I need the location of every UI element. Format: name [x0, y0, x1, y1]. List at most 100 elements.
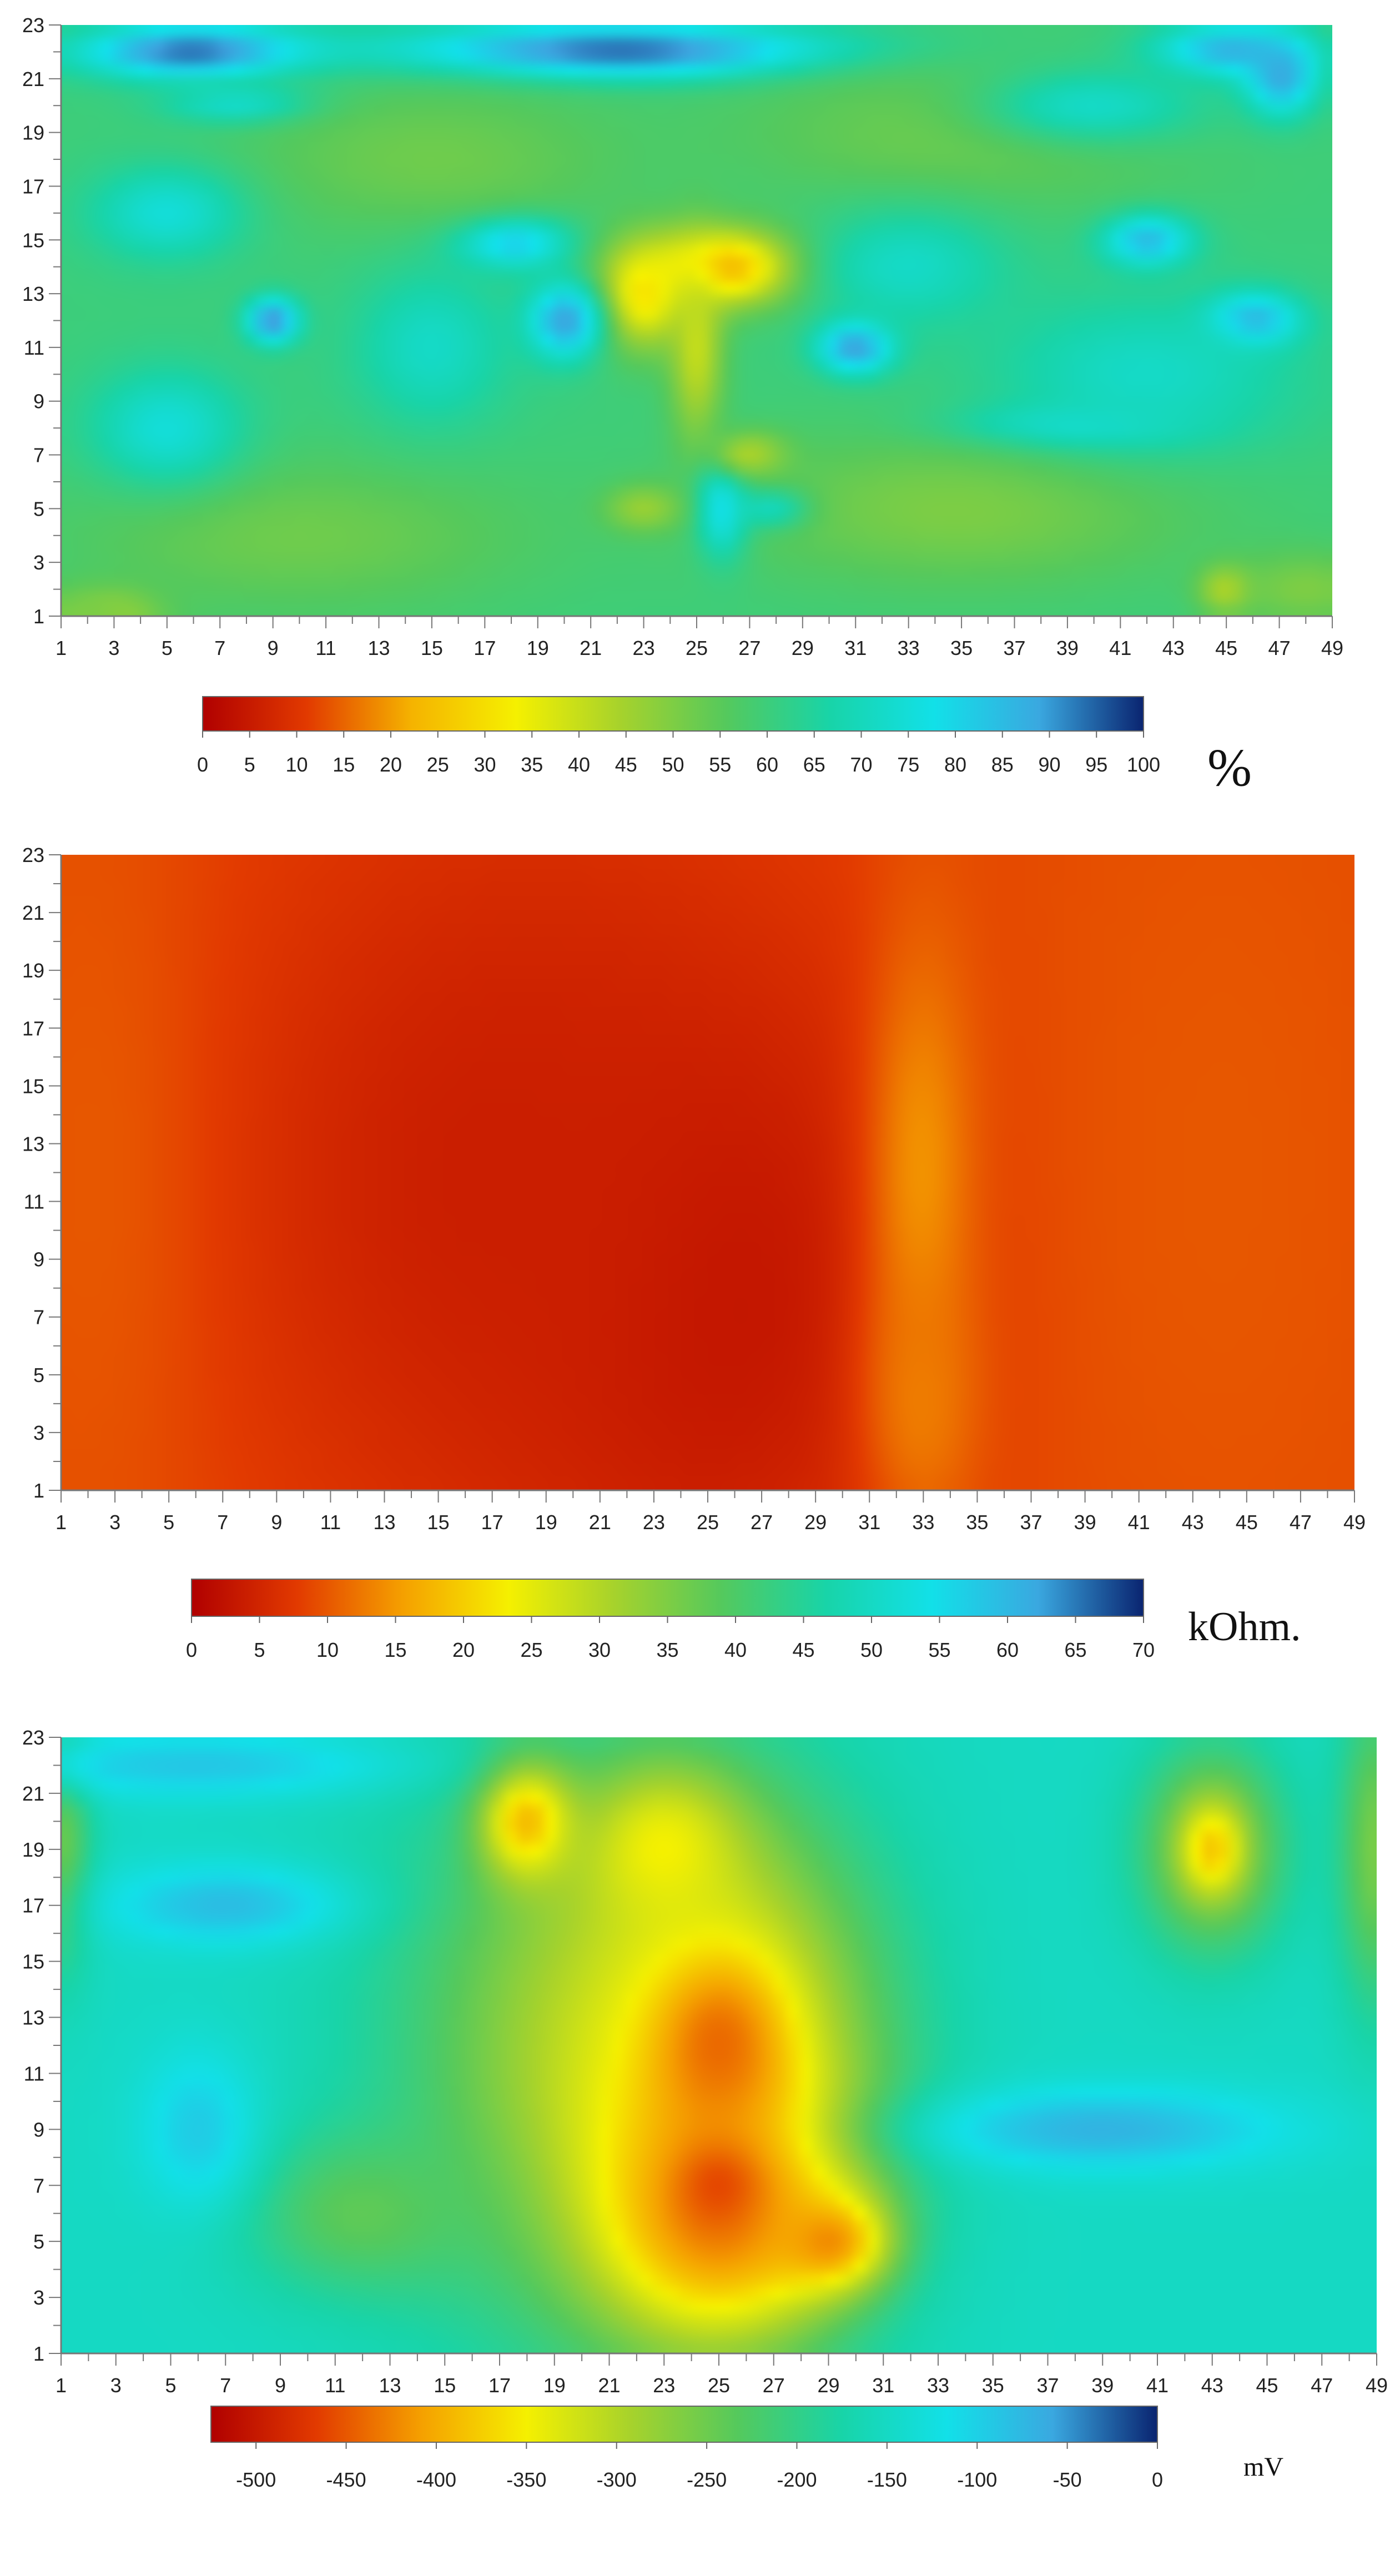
- colorbar-unit-label: mV: [1243, 2452, 1283, 2482]
- x-tick-label: 29: [804, 1511, 827, 1534]
- moisture-heatmap-chart: 1 3 5 7 9 11 13 15 17 19 21 23 25 27 29 31 33 35 37 39 41 43 4…: [22, 14, 1343, 794]
- y-tick-label: 17: [22, 1017, 44, 1040]
- colorbar-tick-label: 75: [897, 753, 919, 776]
- resistance-heatmap-panel: 1 3 5 7 9 11 13 15 17 19 21 23 25 27 29 31 33 35 37 39 41 43 4…: [0, 821, 1395, 1687]
- x-tick-label: 47: [1290, 1511, 1312, 1534]
- x-tick-label: 31: [872, 2374, 894, 2397]
- x-tick-label: 33: [912, 1511, 934, 1534]
- colorbar-tick-label: 35: [656, 1639, 678, 1661]
- y-tick-label: 13: [22, 1132, 44, 1155]
- y-tick-label: 13: [22, 283, 44, 305]
- x-tick-label: 27: [738, 637, 761, 659]
- y-tick-label: 11: [24, 1191, 44, 1213]
- colorbar-tick-label: 50: [860, 1639, 883, 1661]
- x-tick-label: 21: [580, 637, 602, 659]
- colorbar-tick-label: 60: [756, 753, 778, 776]
- heatmap-surface: [61, 855, 1354, 1490]
- x-tick-label: 47: [1268, 637, 1291, 659]
- colorbar-gradient: [210, 2406, 1158, 2443]
- x-tick-label: 11: [315, 637, 336, 659]
- y-tick-label: 15: [22, 1950, 44, 1973]
- axes: 1 3 5 7 9 11 13 15 17 19 21 23 25 27 29 31 33 35 37 39 41 43 4…: [22, 14, 1343, 659]
- x-tick-label: 13: [367, 637, 390, 659]
- colorbar-unit-label: kOhm.: [1188, 1604, 1301, 1650]
- colorbar-gradient: [202, 696, 1144, 732]
- x-tick-label: 49: [1321, 637, 1343, 659]
- colorbar-tick-label: 15: [333, 753, 355, 776]
- x-tick-label: 39: [1074, 1511, 1096, 1534]
- x-tick-label: 19: [527, 637, 549, 659]
- y-tick-label: 21: [22, 1782, 44, 1805]
- colorbar-tick-label: 55: [709, 753, 731, 776]
- x-tick-label: 11: [320, 1511, 341, 1534]
- y-tick-label: 15: [22, 229, 44, 251]
- y-tick-label: 5: [33, 497, 44, 520]
- colorbar-tick-label: -300: [597, 2468, 637, 2491]
- colorbar-tick-label: -200: [777, 2468, 817, 2491]
- colorbar-tick-label: -250: [687, 2468, 727, 2491]
- colorbar-tick-label: -100: [957, 2468, 997, 2491]
- x-tick-label: 39: [1056, 637, 1079, 659]
- x-tick-label: 7: [214, 637, 225, 659]
- y-tick-label: 9: [33, 1248, 44, 1271]
- y-tick-label: 23: [22, 1726, 44, 1749]
- colorbar-tick-label: -500: [236, 2468, 276, 2491]
- x-tick-label: 49: [1366, 2374, 1388, 2397]
- y-tick-label: 1: [33, 605, 44, 628]
- x-tick-label: 19: [535, 1511, 557, 1534]
- y-tick-label: 17: [22, 175, 44, 198]
- x-tick-label: 1: [56, 637, 67, 659]
- x-tick-label: 45: [1256, 2374, 1278, 2397]
- x-tick-label: 1: [56, 1511, 67, 1534]
- x-tick-label: 37: [1020, 1511, 1042, 1534]
- colorbar-tick-label: 90: [1038, 753, 1060, 776]
- colorbar-tick-label: 70: [850, 753, 872, 776]
- heatmap-surface: [61, 1737, 1377, 2353]
- moisture-heatmap-panel: 1 3 5 7 9 11 13 15 17 19 21 23 25 27 29 31 33 35 37 39 41 43 4…: [0, 0, 1395, 794]
- colorbar-tick-label: 80: [944, 753, 966, 776]
- x-tick-label: 25: [708, 2374, 730, 2397]
- x-tick-label: 15: [427, 1511, 450, 1534]
- x-tick-label: 45: [1236, 1511, 1258, 1534]
- x-tick-label: 39: [1091, 2374, 1114, 2397]
- x-tick-label: 27: [751, 1511, 773, 1534]
- colorbar-tick-label: 20: [380, 753, 402, 776]
- x-tick-label: 33: [927, 2374, 949, 2397]
- x-tick-label: 41: [1146, 2374, 1169, 2397]
- colorbar-tick-label: 60: [996, 1639, 1019, 1661]
- colorbar-tick-label: -450: [326, 2468, 366, 2491]
- y-tick-label: 5: [33, 1364, 44, 1387]
- colorbar-tick-label: 45: [792, 1639, 814, 1661]
- x-tick-label: 23: [633, 637, 655, 659]
- y-tick-label: 23: [22, 14, 44, 37]
- x-tick-label: 29: [792, 637, 814, 659]
- y-tick-label: 11: [24, 2062, 44, 2085]
- x-tick-label: 17: [481, 1511, 503, 1534]
- x-tick-label: 7: [217, 1511, 228, 1534]
- axes: 1 3 5 7 9 11 13 15 17 19 21 23 25 27 29 31 33 35 37 39 41 43 4…: [22, 844, 1366, 1534]
- x-tick-label: 41: [1128, 1511, 1150, 1534]
- x-tick-label: 1: [56, 2374, 67, 2397]
- y-tick-label: 1: [33, 2342, 44, 2365]
- x-tick-label: 35: [982, 2374, 1004, 2397]
- x-tick-label: 49: [1343, 1511, 1366, 1534]
- x-tick-label: 13: [373, 1511, 395, 1534]
- x-tick-label: 21: [589, 1511, 611, 1534]
- colorbar-tick-label: 30: [588, 1639, 611, 1661]
- x-tick-label: 25: [686, 637, 708, 659]
- y-tick-label: 21: [22, 901, 44, 924]
- y-tick-label: 1: [33, 1479, 44, 1502]
- colorbar-tick-label: -400: [416, 2468, 456, 2491]
- colorbar-tick-label: 10: [285, 753, 308, 776]
- x-tick-label: 9: [271, 1511, 282, 1534]
- colorbar-tick-label: 65: [803, 753, 825, 776]
- x-tick-label: 37: [1003, 637, 1025, 659]
- x-tick-label: 25: [697, 1511, 719, 1534]
- colorbar-tick-label: 5: [254, 1639, 265, 1661]
- colorbar-tick-label: 40: [724, 1639, 747, 1661]
- y-tick-label: 9: [33, 390, 44, 413]
- x-tick-label: 3: [108, 637, 119, 659]
- x-tick-label: 13: [379, 2374, 401, 2397]
- y-tick-label: 7: [33, 1306, 44, 1329]
- y-tick-label: 19: [22, 959, 44, 982]
